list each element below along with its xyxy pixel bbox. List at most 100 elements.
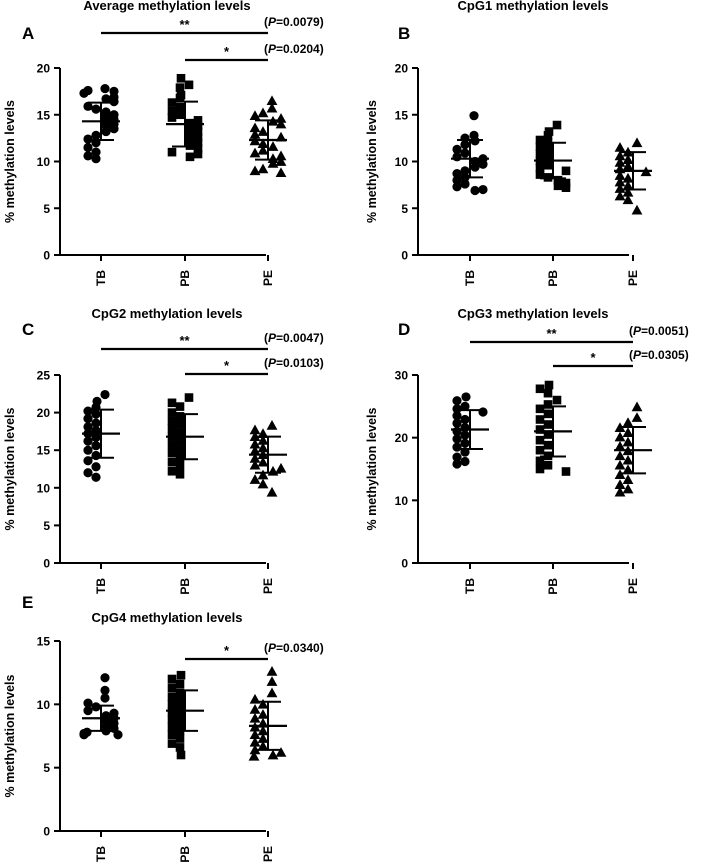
data-point [79,730,89,740]
data-point [452,182,462,192]
data-point [83,414,93,424]
data-point [193,144,203,153]
series-pe [614,401,643,497]
data-point [622,180,634,191]
data-point [535,170,545,179]
data-point [622,194,634,205]
series-pe [249,95,287,178]
data-point [167,739,177,748]
data-point [622,186,634,197]
data-point [543,131,553,140]
data-point [266,102,278,113]
data-point [167,106,177,116]
data-point [249,704,261,714]
data-point [614,431,626,442]
panel-b: B CpG1 methylation levels % methylation le… [365,0,652,287]
data-point [266,419,278,430]
data-point [100,389,110,400]
data-point [561,183,571,192]
y-tick-label: 0 [43,249,50,263]
data-point [452,418,462,428]
x-tick-label-pb: PB [178,846,192,863]
data-point [622,160,634,171]
data-point [535,435,545,445]
y-tick-label: 10 [37,698,51,712]
data-point [267,141,279,151]
y-axis-label: % methylation levels [365,407,379,530]
y-tick-label: 20 [37,406,51,420]
y-tick-label: 10 [395,494,409,508]
data-point [167,707,177,717]
data-point [100,673,110,683]
data-point [83,142,93,153]
y-tick-label: 25 [37,369,51,383]
data-point [175,688,185,698]
data-point [83,468,93,478]
data-point [185,130,195,139]
y-tick-label: 0 [43,557,50,571]
data-point [175,679,185,689]
data-point [249,128,261,139]
y-tick-label: 20 [37,62,51,76]
data-point [175,110,185,120]
data-point [167,448,177,458]
significance-stars: * [224,643,230,658]
data-point [79,88,89,98]
data-point [452,396,462,406]
data-point [257,456,269,467]
significance-stars: ** [546,326,557,341]
data-point [109,124,119,134]
y-tick-label: 10 [37,155,51,169]
data-point [469,111,479,121]
panel-label: E [22,593,33,612]
data-point [631,412,643,422]
chart-title: CpG1 methylation levels [458,0,609,13]
data-point [275,462,287,473]
data-point [257,725,269,736]
data-point [175,402,185,411]
data-point [185,152,195,162]
data-point [622,436,634,447]
p-value-label: (P=0.0103) [264,356,324,370]
y-tick-label: 0 [43,825,50,839]
data-point [452,459,462,469]
data-point [614,479,626,489]
data-point [266,666,278,676]
data-point [193,121,203,131]
data-point [275,118,287,129]
data-point [193,138,203,148]
data-point [614,176,626,187]
x-tick-label-pe: PE [261,270,275,286]
data-point [91,472,101,482]
data-point [553,181,563,191]
data-point [100,83,110,94]
y-tick-label: 30 [395,369,409,383]
chart-title: CpG2 methylation levels [92,306,243,321]
data-point [614,190,626,201]
x-tick-label-tb: TB [463,270,477,286]
data-point [175,93,185,103]
data-point [614,459,626,470]
data-point [266,687,278,698]
data-point [561,178,571,188]
data-point [543,400,553,409]
data-point [167,147,177,157]
data-point [257,435,269,445]
data-point [535,445,545,455]
data-point [257,144,269,155]
data-point [561,166,571,176]
data-point [249,110,261,121]
data-point [257,478,269,489]
data-point [631,204,643,215]
data-point [91,702,101,712]
x-tick-label-pe: PE [261,846,275,862]
series-pb [167,73,203,162]
data-point [275,156,287,166]
y-tick-label: 0 [401,249,408,263]
p-value-label: (P=0.0047) [264,331,324,345]
data-point [267,749,279,760]
data-point [275,747,287,757]
data-point [622,474,634,484]
data-point [452,169,462,179]
data-point [257,138,269,149]
